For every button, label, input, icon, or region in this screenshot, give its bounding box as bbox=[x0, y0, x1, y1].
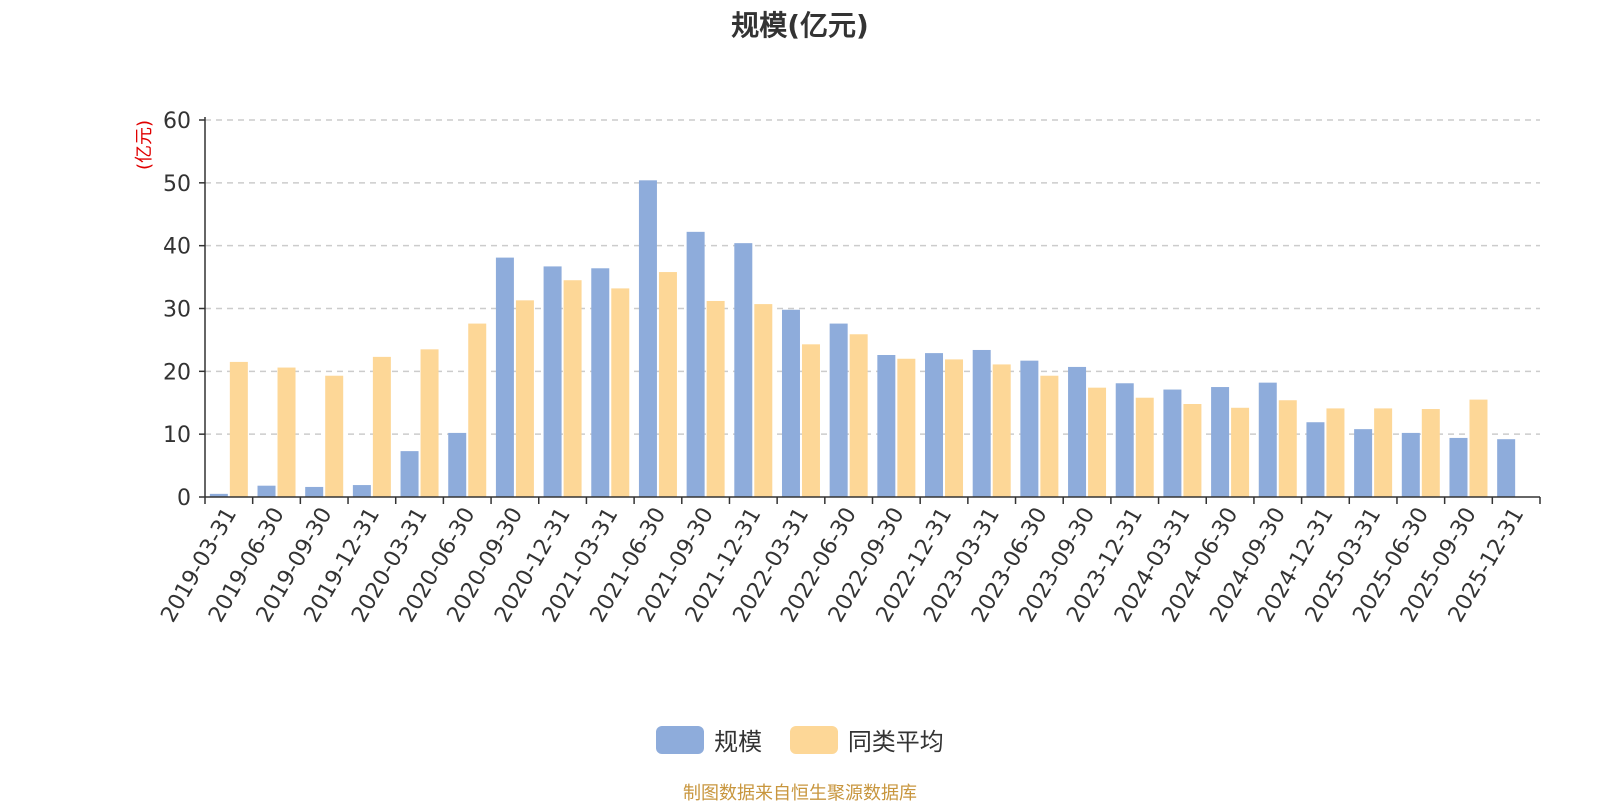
bar-scale[interactable] bbox=[877, 354, 896, 497]
axes: 01020304050602019-03-312019-06-302019-09… bbox=[156, 109, 1541, 627]
bar-peer-average[interactable] bbox=[1040, 375, 1059, 497]
bar-scale[interactable] bbox=[1497, 439, 1516, 497]
legend-label-peer-average: 同类平均 bbox=[847, 728, 944, 756]
legend: 规模 同类平均 bbox=[0, 722, 1600, 760]
bar-scale[interactable] bbox=[972, 349, 991, 497]
bar-scale[interactable] bbox=[448, 432, 467, 497]
bar-peer-average[interactable] bbox=[658, 272, 677, 497]
bar-scale[interactable] bbox=[1306, 422, 1325, 497]
y-axis-unit-label: (亿元) bbox=[134, 120, 155, 170]
bar-scale[interactable] bbox=[1211, 387, 1230, 497]
bar-scale[interactable] bbox=[1258, 382, 1277, 497]
y-tick-label: 60 bbox=[163, 109, 191, 134]
chart-title: 规模(亿元) bbox=[731, 9, 869, 42]
bar-peer-average[interactable] bbox=[611, 288, 630, 497]
bar-peer-average[interactable] bbox=[468, 323, 487, 497]
bar-scale[interactable] bbox=[829, 323, 848, 497]
bar-peer-average[interactable] bbox=[1326, 408, 1345, 497]
bar-peer-average[interactable] bbox=[1374, 408, 1393, 497]
bar-scale[interactable] bbox=[1115, 383, 1134, 497]
bar-peer-average[interactable] bbox=[515, 300, 534, 497]
bar-peer-average[interactable] bbox=[1421, 409, 1440, 497]
bar-scale[interactable] bbox=[352, 485, 371, 497]
y-tick-label: 30 bbox=[163, 298, 191, 323]
bar-peer-average[interactable] bbox=[325, 375, 344, 497]
bar-scale[interactable] bbox=[734, 243, 753, 497]
bar-scale[interactable] bbox=[1020, 360, 1039, 497]
bar-peer-average[interactable] bbox=[849, 334, 868, 497]
bar-chart: 01020304050602019-03-312019-06-302019-09… bbox=[134, 109, 1541, 627]
bar-peer-average[interactable] bbox=[1231, 407, 1250, 497]
bar-peer-average[interactable] bbox=[801, 344, 820, 497]
y-tick-label: 20 bbox=[163, 360, 191, 385]
gridlines bbox=[205, 119, 1540, 435]
bar-peer-average[interactable] bbox=[1278, 400, 1297, 497]
y-tick-label: 50 bbox=[163, 172, 191, 197]
bar-scale[interactable] bbox=[591, 268, 610, 497]
bar-scale[interactable] bbox=[305, 486, 324, 497]
bar-scale[interactable] bbox=[1163, 389, 1182, 497]
bar-peer-average[interactable] bbox=[754, 304, 773, 497]
legend-item-scale[interactable]: 规模 bbox=[656, 722, 762, 757]
source-note: 制图数据来自恒生聚源数据库 bbox=[683, 783, 917, 804]
bar-peer-average[interactable] bbox=[1183, 404, 1202, 497]
legend-item-peer-average[interactable]: 同类平均 bbox=[789, 722, 944, 757]
bar-scale[interactable] bbox=[1401, 432, 1420, 497]
bar-peer-average[interactable] bbox=[992, 364, 1011, 497]
bar-peer-average[interactable] bbox=[1469, 399, 1488, 497]
y-tick-label: 0 bbox=[177, 486, 191, 511]
bar-scale[interactable] bbox=[925, 353, 944, 497]
bar-scale[interactable] bbox=[257, 485, 276, 497]
legend-swatch-scale bbox=[656, 725, 705, 754]
bar-peer-average[interactable] bbox=[1135, 397, 1154, 497]
bar-peer-average[interactable] bbox=[372, 356, 391, 497]
y-tick-label: 40 bbox=[163, 235, 191, 260]
bar-peer-average[interactable] bbox=[277, 367, 296, 497]
bar-scale[interactable] bbox=[638, 180, 657, 497]
bar-scale[interactable] bbox=[400, 451, 419, 497]
bar-peer-average[interactable] bbox=[945, 359, 964, 497]
y-tick-label: 10 bbox=[163, 423, 191, 448]
bar-scale[interactable] bbox=[543, 266, 562, 497]
bar-peer-average[interactable] bbox=[1088, 387, 1107, 497]
bar-scale[interactable] bbox=[495, 257, 514, 497]
bar-peer-average[interactable] bbox=[706, 300, 725, 497]
legend-swatch-peer-average bbox=[789, 725, 838, 754]
legend-label-scale: 规模 bbox=[714, 728, 763, 756]
bar-peer-average[interactable] bbox=[563, 280, 582, 497]
bar-scale[interactable] bbox=[1354, 429, 1373, 497]
bar-scale[interactable] bbox=[781, 309, 800, 497]
bar-scale[interactable] bbox=[686, 231, 705, 498]
bars bbox=[209, 180, 1516, 498]
bar-scale[interactable] bbox=[209, 493, 228, 497]
bar-peer-average[interactable] bbox=[897, 358, 916, 497]
bar-peer-average[interactable] bbox=[229, 361, 248, 497]
bar-scale[interactable] bbox=[1068, 366, 1087, 497]
bar-peer-average[interactable] bbox=[420, 349, 439, 497]
bar-scale[interactable] bbox=[1449, 437, 1468, 497]
